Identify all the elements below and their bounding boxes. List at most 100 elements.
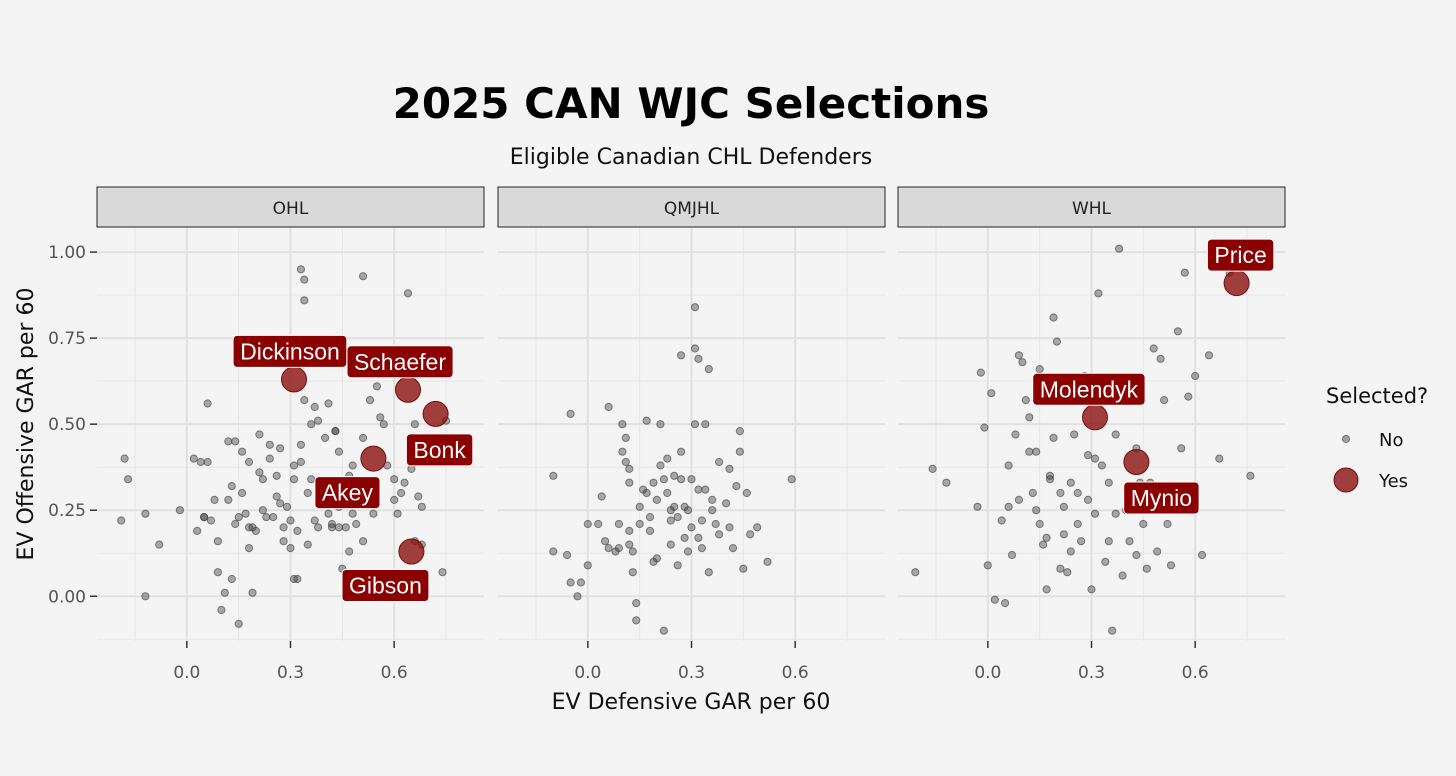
point-not-selected <box>234 619 243 628</box>
point-not-selected <box>321 433 330 442</box>
point-not-selected <box>1097 461 1107 470</box>
facet-panel-qmjhl: QMJHL <box>497 186 886 641</box>
legend-key-yes-point <box>1333 467 1359 493</box>
legend-label-no: No <box>1379 430 1403 451</box>
x-tick-label: 0.0 <box>173 663 200 683</box>
point-not-selected <box>1035 519 1044 529</box>
point-not-selected <box>224 495 233 504</box>
point-not-selected <box>1073 488 1082 498</box>
point-not-selected <box>286 544 295 553</box>
point-not-selected <box>200 513 209 522</box>
point-selected-price <box>1223 270 1250 297</box>
y-tick-label: 0.00 <box>48 587 86 607</box>
point-not-selected <box>659 475 669 484</box>
point-not-selected <box>1160 396 1169 405</box>
x-tick-label: 0.0 <box>574 663 601 683</box>
point-not-selected <box>673 561 682 570</box>
facet-strip-label: OHL <box>273 199 309 219</box>
point-not-selected <box>911 568 920 577</box>
point-not-selected <box>1077 537 1086 546</box>
point-not-selected <box>1166 561 1176 570</box>
point-selected-akey <box>360 445 387 472</box>
point-not-selected <box>663 454 672 463</box>
point-not-selected <box>997 516 1006 525</box>
point-not-selected <box>1056 488 1065 498</box>
point-not-selected <box>990 595 999 604</box>
point-not-selected <box>120 454 129 463</box>
point-not-selected <box>203 457 212 467</box>
player-label-box <box>346 345 454 379</box>
player-label-text: Price <box>1214 242 1266 268</box>
x-tick-label: 0.6 <box>1182 663 1209 683</box>
point-not-selected <box>708 506 717 515</box>
player-label-box <box>1123 481 1200 515</box>
point-not-selected <box>690 344 700 353</box>
point-selected-bonk <box>422 400 449 427</box>
point-not-selected <box>787 475 796 484</box>
point-not-selected <box>1032 447 1041 456</box>
point-not-selected <box>625 464 634 473</box>
point-not-selected <box>1039 540 1048 549</box>
legend-key-no-point <box>1341 434 1351 444</box>
point-not-selected <box>203 399 212 408</box>
point-not-selected <box>690 420 700 429</box>
facet-strip <box>96 186 485 228</box>
point-not-selected <box>227 482 236 491</box>
y-axis: 0.00 0.25 0.50 0.75 1.00 <box>48 243 97 607</box>
point-not-selected <box>272 471 281 480</box>
point-not-selected <box>258 506 267 515</box>
player-label-box <box>314 476 381 510</box>
point-not-selected <box>310 402 319 412</box>
player-label-box <box>1206 238 1275 272</box>
point-not-selected <box>673 513 682 522</box>
point-not-selected <box>635 502 644 511</box>
point-not-selected <box>213 537 222 546</box>
point-not-selected <box>677 475 686 484</box>
point-not-selected <box>255 468 264 477</box>
point-not-selected <box>618 420 627 429</box>
point-not-selected <box>1204 351 1214 360</box>
player-label-text: Mynio <box>1131 485 1192 511</box>
legend-title: Selected? <box>1326 384 1428 408</box>
x-tick-label: 0.3 <box>1078 663 1105 683</box>
point-not-selected <box>296 440 305 449</box>
point-not-selected <box>656 420 665 429</box>
point-not-selected <box>417 502 426 511</box>
point-not-selected <box>231 519 240 529</box>
point-not-selected <box>1049 313 1058 322</box>
point-not-selected <box>141 592 150 601</box>
point-not-selected <box>742 488 751 498</box>
player-label-dickinson: Dickinson <box>232 334 348 368</box>
point-not-selected <box>1066 547 1075 556</box>
point-not-selected <box>334 523 343 532</box>
point-not-selected <box>334 447 343 456</box>
point-not-selected <box>683 506 693 515</box>
point-not-selected <box>1059 530 1069 539</box>
point-not-selected <box>694 485 703 494</box>
point-not-selected <box>670 471 679 480</box>
point-not-selected <box>1108 626 1117 635</box>
point-not-selected <box>1066 478 1075 487</box>
point-not-selected <box>1083 495 1093 504</box>
point-not-selected <box>549 471 558 480</box>
point-not-selected <box>659 626 669 635</box>
point-not-selected <box>1090 509 1100 518</box>
point-not-selected <box>227 574 236 584</box>
point-not-selected <box>666 540 675 549</box>
facet-strip-label: WHL <box>1072 199 1112 219</box>
point-not-selected <box>1025 413 1034 422</box>
point-not-selected <box>725 523 734 532</box>
point-not-selected <box>976 368 986 377</box>
point-not-selected <box>238 447 247 456</box>
point-not-selected <box>739 564 748 573</box>
player-label-akey: Akey <box>314 476 381 510</box>
point-not-selected <box>666 506 675 515</box>
point-not-selected <box>359 433 368 442</box>
point-not-selected <box>635 519 644 529</box>
point-not-selected <box>1035 365 1044 374</box>
point-not-selected <box>1090 454 1100 463</box>
facet-panels: OHL Dickinson Schaefer Bonk Akey Gibson QMJHL W… <box>96 186 1286 641</box>
point-not-selected <box>594 519 603 529</box>
x-tick-label: 0.3 <box>678 663 705 683</box>
